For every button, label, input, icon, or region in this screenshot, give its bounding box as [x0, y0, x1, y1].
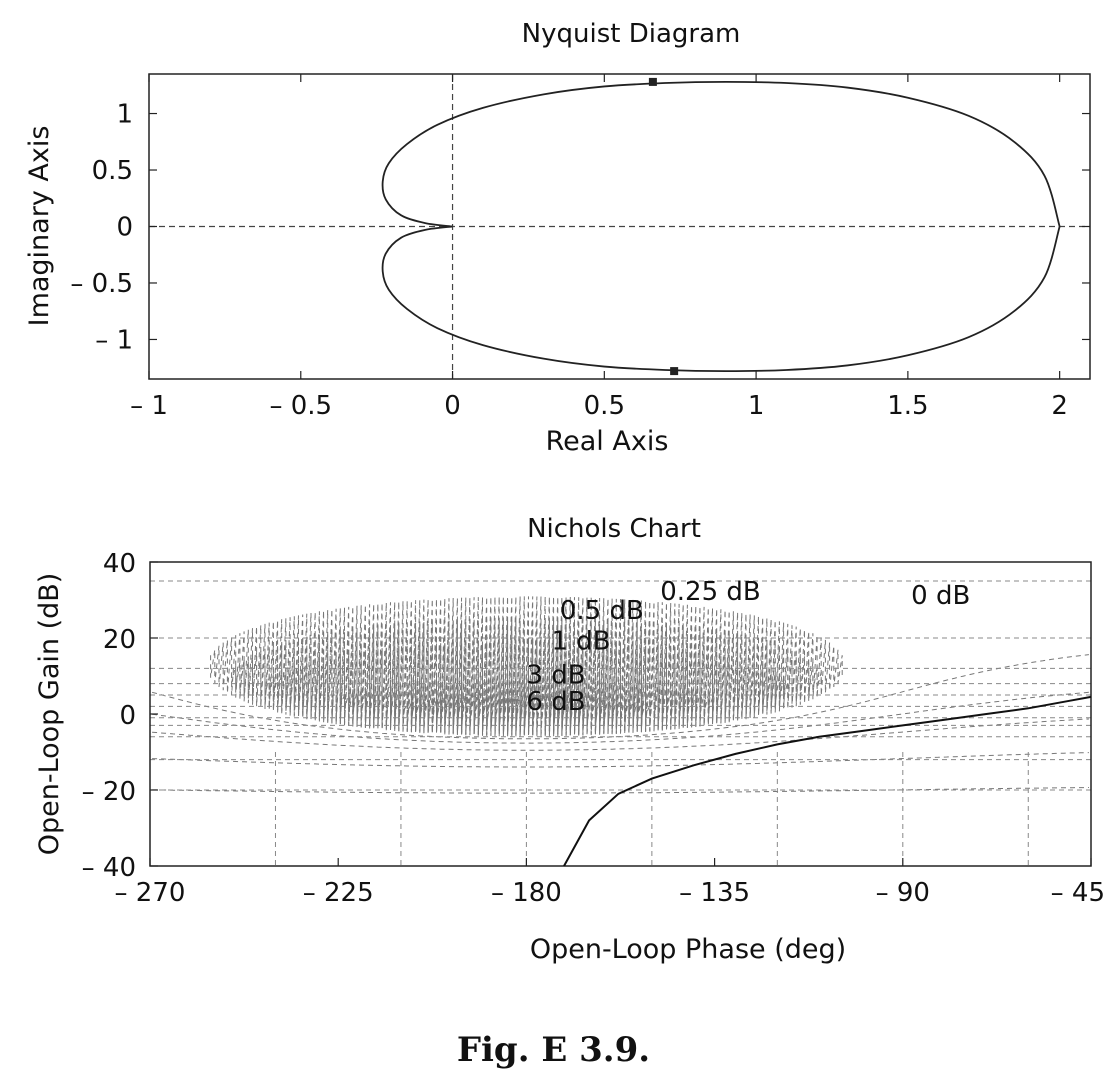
nyquist-series-line-1: [381, 225, 1061, 372]
nichols-xtick-label: – 45: [1051, 878, 1105, 908]
nyquist-series: [381, 81, 1061, 372]
nichols-annotation-4: 3 dB: [526, 661, 585, 691]
nichols-grid: [150, 580, 1091, 866]
nyquist-xlabel: Real Axis: [546, 426, 669, 457]
nichols-m-contour-4: [402, 690, 651, 728]
nichols-xlabel: Open-Loop Phase (deg): [530, 934, 846, 965]
figure-caption: Fig. E 3.9.: [456, 1030, 651, 1070]
nyquist-xtick-label: 1.5: [887, 391, 928, 421]
nichols-m-contour-8: [152, 752, 1089, 768]
nichols-m-contour-2: [264, 640, 789, 736]
figure-canvas: Nyquist Diagram – 1– 0.5 0 0.5 1 1.5 210.50– …: [24, 19, 1105, 965]
nyquist-ticks: – 1 – 0.5 0 0.5 1 1.5 2 1 0.5 0 – 0.5 – 1: [70, 74, 1090, 421]
nichols-xtick-label: – 270: [115, 878, 186, 908]
nyquist-xtick-label: 0: [444, 391, 461, 421]
nyquist-xtick-label: 2: [1051, 391, 1068, 421]
nichols-xtick-label: – 225: [303, 878, 374, 908]
nichols-grid-lines: [150, 580, 1091, 866]
nichols-panel: Nichols Chart – 270– 225– 180– 135– 90– …: [34, 514, 1105, 965]
nichols-ytick-label: – 40: [82, 853, 136, 883]
nyquist-xtick-label: 1: [748, 391, 765, 421]
nichols-annotation-3: 1 dB: [551, 626, 610, 656]
nichols-ticks: – 270 – 225 – 180 – 135 – 90 – 45 40 20 0 – 20 – 4…: [82, 549, 1105, 908]
nyquist-panel: Nyquist Diagram – 1– 0.5 0 0.5 1 1.5 210.50– …: [24, 19, 1091, 457]
nyquist-ytick-label: 0: [116, 213, 133, 243]
nichols-ytick-label: – 20: [82, 777, 136, 807]
nyquist-ylabel: Imaginary Axis: [24, 126, 55, 327]
nichols-ytick-label: 0: [119, 701, 136, 731]
nyquist-xtick-label: – 1: [130, 391, 168, 421]
nichols-ytick-label: 20: [103, 625, 136, 655]
nichols-annotation-0: 0.25 dB: [660, 577, 761, 607]
nyquist-series-line-0: [381, 81, 1061, 228]
nyquist-marker-0: [648, 77, 657, 86]
nyquist-reference-lines: [149, 74, 1090, 379]
nichols-ytick-label: 40: [103, 549, 136, 579]
nichols-annotation-5: 6 dB: [526, 687, 585, 717]
nyquist-title: Nyquist Diagram: [522, 19, 741, 49]
nyquist-markers: [648, 77, 679, 376]
nichols-annotations: 0.25 dB 0 dB 0.5 dB1 dB 3 dB6 dB: [526, 577, 970, 717]
nichols-series-line-0: [563, 695, 1092, 867]
nyquist-ytick-label: 1: [116, 100, 133, 130]
nichols-annotation-2: 0.5 dB: [560, 596, 644, 626]
nichols-annotation-1: 0 dB: [911, 581, 970, 611]
nichols-xtick-label: – 90: [876, 878, 930, 908]
nyquist-ytick-label: – 0.5: [70, 269, 133, 299]
nichols-xtick-label: – 135: [679, 878, 750, 908]
nyquist-marker-1: [670, 367, 679, 376]
nyquist-ytick-label: 0.5: [92, 156, 133, 186]
nyquist-ytick-label: – 1: [95, 325, 133, 355]
nichols-series: [563, 695, 1092, 867]
nichols-m-contour-7: [152, 718, 1089, 751]
nyquist-xtick-label: – 0.5: [269, 391, 332, 421]
nichols-xtick-label: – 180: [491, 878, 562, 908]
nichols-ylabel: Open-Loop Gain (dB): [34, 573, 65, 856]
nichols-m-contour-6: [152, 691, 1089, 744]
nyquist-xtick-label: 0.5: [584, 391, 625, 421]
nichols-title: Nichols Chart: [527, 514, 701, 544]
